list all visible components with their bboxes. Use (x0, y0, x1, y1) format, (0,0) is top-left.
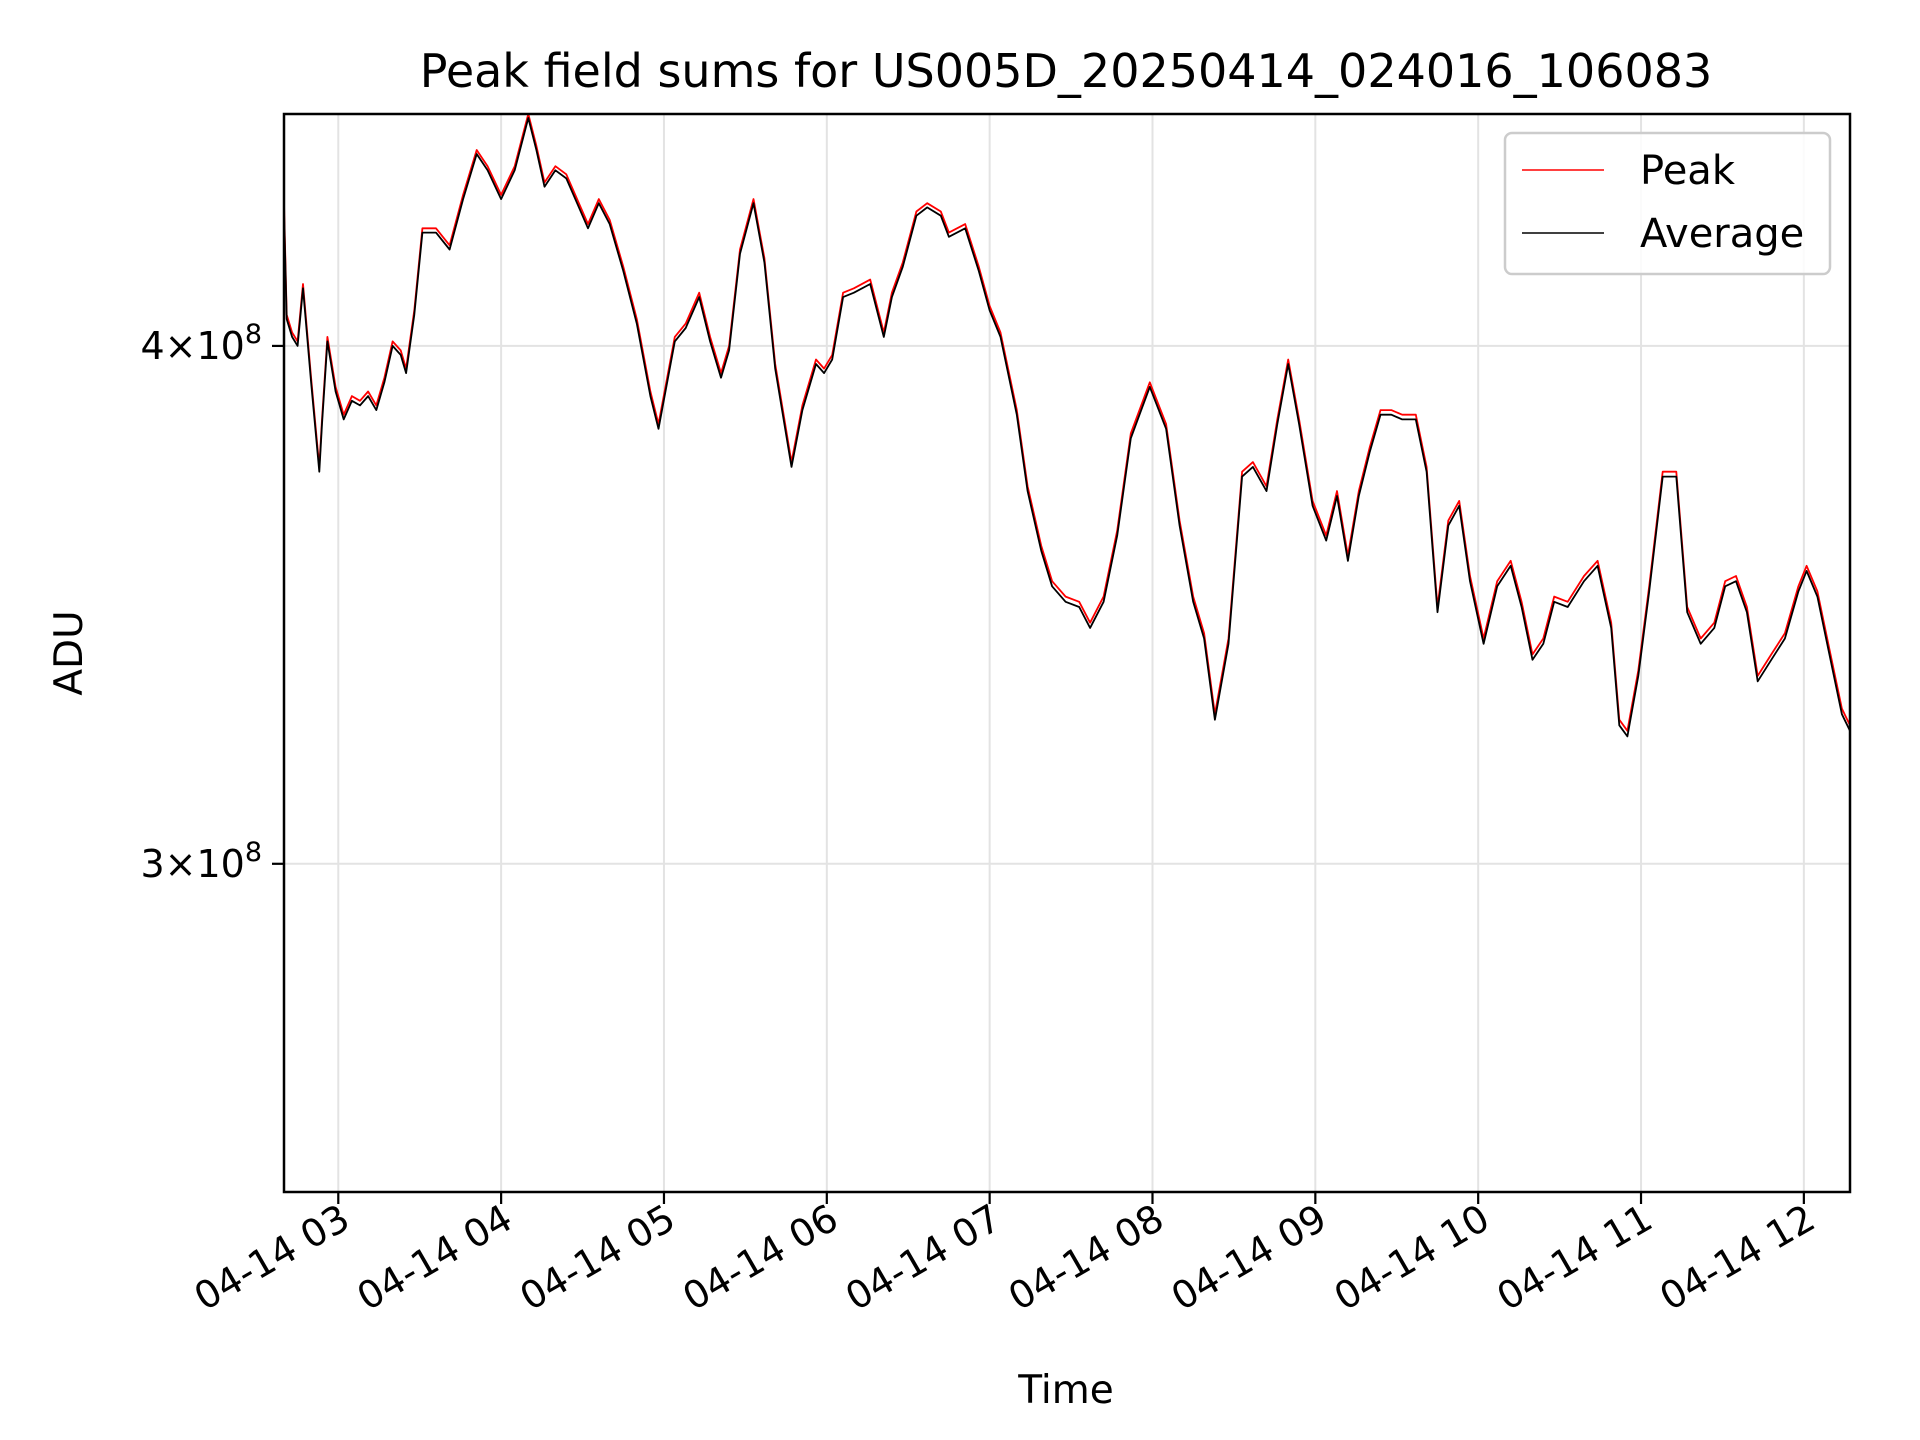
y-tick-label: 4×108 (140, 319, 262, 368)
series-group (284, 114, 1850, 738)
x-tick-label: 04-14 10 (1327, 1196, 1497, 1320)
y-axis: 4×108 3×108 (140, 319, 284, 886)
x-tick-label: 04-14 12 (1652, 1196, 1822, 1320)
legend: Peak Average (1503, 131, 1832, 276)
x-tick-label: 04-14 05 (512, 1196, 682, 1320)
x-tick-label: 04-14 11 (1490, 1196, 1660, 1320)
legend-box (1503, 131, 1832, 276)
x-axis-label: Time (1017, 1368, 1113, 1413)
x-tick-label: 04-14 06 (675, 1196, 845, 1320)
plot-frame (282, 112, 1852, 1194)
x-tick-label: 04-14 08 (1001, 1196, 1171, 1320)
x-tick-label: 04-14 09 (1164, 1196, 1334, 1320)
y-tick-label: 3×108 (140, 837, 262, 886)
chart-title: Peak field sums for US005D_20250414_0240… (420, 44, 1713, 98)
x-tick-label: 04-14 03 (187, 1196, 357, 1320)
x-tick-label: 04-14 07 (838, 1196, 1008, 1320)
legend-label-average: Average (1640, 211, 1804, 257)
x-tick-label: 04-14 04 (350, 1196, 520, 1320)
series-line-average (284, 117, 1850, 738)
y-axis-label: ADU (47, 610, 92, 695)
grid (284, 114, 1850, 1192)
series-line-peak (284, 114, 1850, 732)
legend-label-peak: Peak (1640, 148, 1736, 194)
